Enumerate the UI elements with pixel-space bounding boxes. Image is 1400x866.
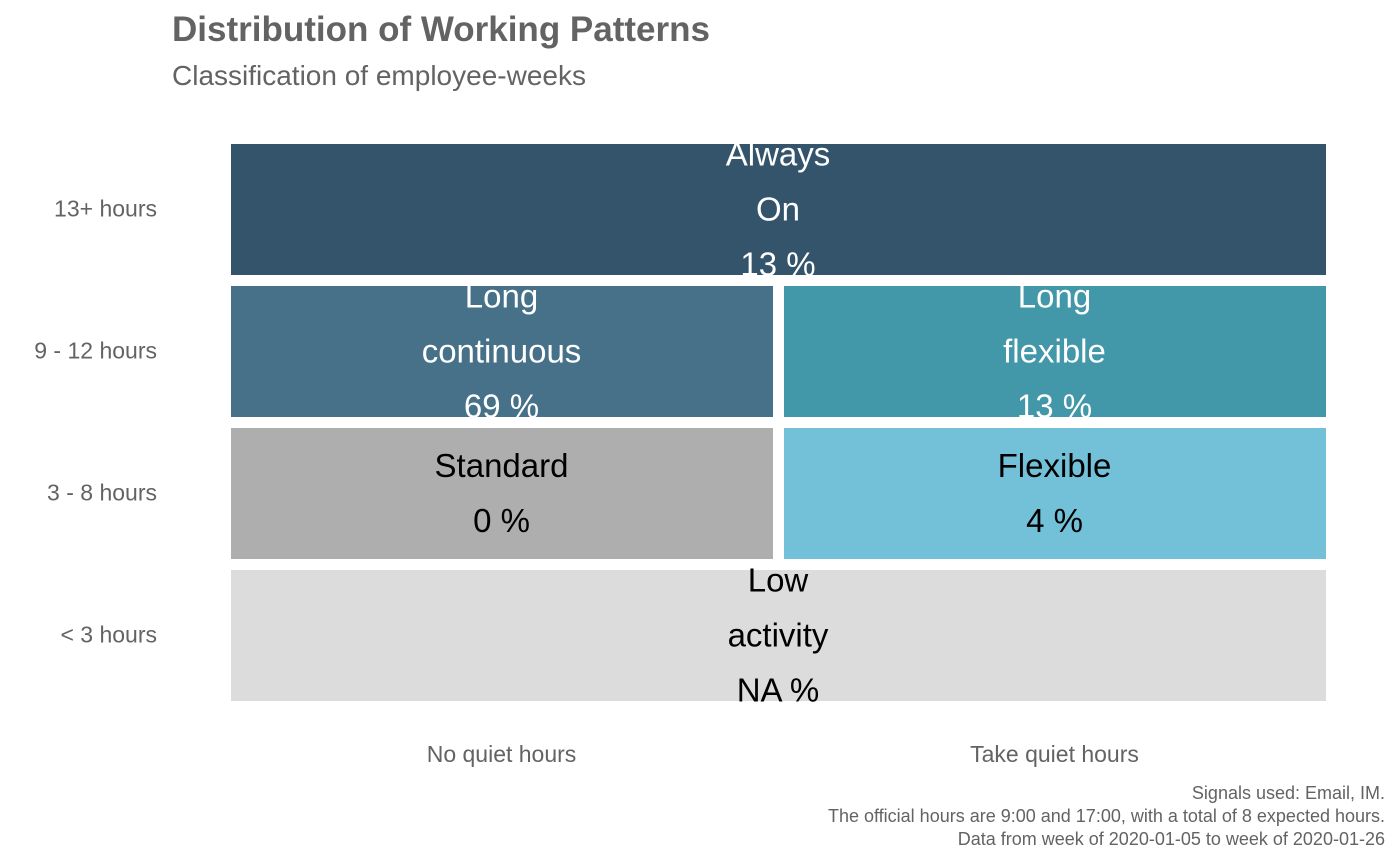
tile-data-label: Long continuous 69 % (422, 269, 582, 434)
tile-label-line: Long (464, 277, 539, 315)
tile-data-label: Flexible 4 % (998, 438, 1112, 548)
y-tick-label: 13+ hours (54, 195, 157, 222)
tile-data-label: Long flexible 13 % (1003, 269, 1106, 434)
tile-label-line: activity (727, 616, 829, 654)
tile-percent-label: 69 % (463, 387, 540, 425)
heatmap-tile: Long continuous 69 % (230, 278, 773, 425)
x-tick-label: Take quiet hours (970, 741, 1139, 767)
heatmap-tile: Standard 0 % (230, 427, 773, 559)
tile-percent-label: 13 % (1016, 387, 1093, 425)
caption-line: Signals used: Email, IM. (1191, 783, 1385, 803)
heatmap-tile: Always On 13 % (230, 136, 1326, 283)
tile-percent-label: NA % (736, 671, 820, 709)
y-tick-label: 9 - 12 hours (34, 337, 157, 364)
chart-title: Distribution of Working Patterns (172, 10, 710, 49)
tile-label-line: Always (725, 135, 831, 173)
tile-label-line: continuous (421, 332, 582, 370)
tile-data-label: Standard 0 % (435, 438, 569, 548)
x-tick-label: No quiet hours (426, 741, 577, 767)
tile-data-label: Low activity NA % (728, 553, 829, 718)
tile-label-line: On (755, 190, 801, 228)
caption-line: Data from week of 2020-01-05 to week of … (957, 829, 1385, 849)
tile-label-line: Low (747, 561, 809, 599)
tile-label-line: flexible (1003, 332, 1106, 370)
heatmap-tile: Flexible 4 % (783, 427, 1326, 559)
tile-percent-label: 4 % (1026, 502, 1083, 539)
tile-label-line: Flexible (997, 447, 1112, 484)
tile-percent-label: 0 % (473, 502, 530, 539)
heatmap-tile: Long flexible 13 % (783, 278, 1326, 425)
tile-percent-label: 13 % (740, 245, 816, 283)
chart-subtitle: Classification of employee-weeks (172, 60, 586, 91)
tile-label-line: Standard (434, 447, 569, 484)
tile-data-label: Always On 13 % (726, 127, 831, 292)
y-tick-label: < 3 hours (60, 621, 157, 648)
caption-line: The official hours are 9:00 and 17:00, w… (827, 806, 1385, 826)
y-tick-label: 3 - 8 hours (47, 479, 157, 506)
heatmap-tile: Low activity NA % (230, 562, 1326, 709)
tile-label-line: Long (1017, 277, 1092, 315)
